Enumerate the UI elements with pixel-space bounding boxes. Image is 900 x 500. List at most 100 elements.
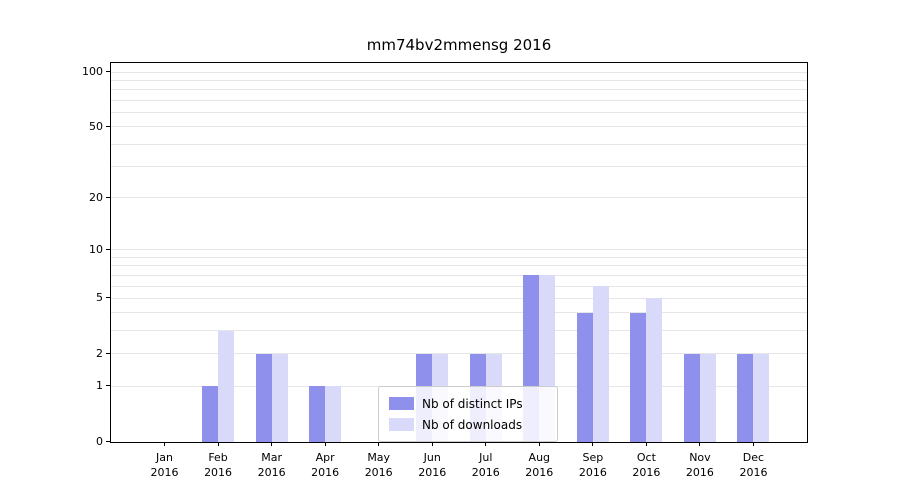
gridline [111,256,807,258]
y-tick-mark [106,125,110,127]
bar-distinct-ips [255,353,272,442]
y-tick-mark [106,71,110,72]
bar-distinct-ips [630,312,647,442]
y-tick-label: 0 [96,435,103,448]
bar-distinct-ips [309,386,326,442]
x-tick-month: Jan [156,451,174,464]
y-tick-label: 100 [82,65,103,78]
gridline [111,111,807,113]
y-tick-mark [106,196,110,198]
gridline [111,89,807,91]
gridline [111,126,807,128]
y-tick-mark [106,297,110,299]
gridline [111,297,807,299]
x-tick-mark [217,442,219,446]
x-tick-month: Sep [582,451,604,464]
y-tick-mark [106,352,110,354]
x-tick-year: 2016 [471,466,500,479]
y-tick-mark [106,248,110,250]
gridline [111,166,807,168]
gridline [111,99,807,101]
x-tick-mark [752,442,754,446]
y-tick-mark [106,385,110,387]
x-tick-label: Jan 2016 [135,450,195,480]
x-tick-label: Oct 2016 [616,450,676,480]
gridline [111,285,807,287]
x-tick-year: 2016 [257,466,286,479]
bar-downloads [218,330,235,442]
x-tick-year: 2016 [578,466,607,479]
gridline [111,71,807,73]
x-tick-year: 2016 [739,466,768,479]
legend-swatch-distinct-ips [389,397,414,410]
legend-item-distinct-ips: Nb of distinct IPs [389,393,547,414]
x-tick-month: Apr [315,451,335,464]
x-tick-mark [431,442,433,446]
x-tick-label: Feb 2016 [188,450,248,480]
x-tick-mark [538,442,540,446]
legend-label-downloads: Nb of downloads [422,417,523,432]
x-tick-year: 2016 [311,466,340,479]
chart-title: mm74bv2mmensg 2016 [366,36,552,54]
bar-downloads [753,353,770,442]
x-tick-label: Jun 2016 [402,450,462,480]
gridline [111,312,807,314]
plot-area: 0 1 2 5 10 20 50 100 Jan 2016 Feb 2016 Mar 2016 Apr 201… [82,62,808,479]
y-tick-label: 50 [89,119,103,133]
gridline [111,249,807,251]
bar-downloads [325,386,342,442]
gridline [111,353,807,355]
x-tick-year: 2016 [685,466,714,479]
x-tick-year: 2016 [632,466,661,479]
x-tick-mark [324,442,326,446]
x-tick-month: Jul [479,451,493,464]
x-tick-year: 2016 [525,466,554,479]
x-tick-year: 2016 [418,466,447,479]
x-tick-month: Aug [528,451,551,464]
y-tick-label: 5 [96,291,103,305]
legend-label-distinct-ips: Nb of distinct IPs [422,396,523,411]
x-tick-mark [378,442,380,446]
x-tick-mark [164,442,166,446]
bar-downloads [271,353,288,442]
x-tick-label: Sep 2016 [563,450,623,480]
x-tick-mark [271,442,273,446]
x-tick-month: May [367,451,391,464]
x-tick-month: Oct [636,451,656,464]
x-tick-mark [592,442,594,446]
bar-distinct-ips [737,353,754,442]
x-tick-label: Apr 2016 [295,450,355,480]
gridline [111,330,807,332]
bar-distinct-ips [202,386,219,442]
y-tick-label: 20 [89,190,103,204]
y-tick-mark [106,441,110,442]
x-tick-label: Jul 2016 [456,450,516,480]
x-tick-year: 2016 [364,466,393,479]
x-tick-mark [699,442,701,446]
x-tick-label: Nov 2016 [670,450,730,480]
x-tick-label: Mar 2016 [242,450,302,480]
x-tick-month: Jun [423,451,441,464]
gridline [111,265,807,267]
x-tick-year: 2016 [150,466,179,479]
gridline [111,197,807,199]
bar-downloads [646,298,663,442]
bar-distinct-ips [683,353,700,442]
bar-distinct-ips [576,312,593,442]
x-tick-mark [645,442,647,446]
gridline [111,79,807,81]
legend: Nb of distinct IPs Nb of downloads [378,386,558,442]
y-tick-label: 2 [96,346,103,360]
bar-downloads [592,286,609,442]
legend-item-downloads: Nb of downloads [389,414,547,435]
x-tick-mark [485,442,487,446]
x-tick-year: 2016 [204,466,233,479]
y-tick-label: 10 [89,242,103,256]
gridline [111,143,807,145]
bar-downloads [699,353,716,442]
x-tick-month: Mar [261,451,282,464]
x-tick-label: May 2016 [349,450,409,480]
x-tick-label: Dec 2016 [723,450,783,480]
x-tick-month: Feb [208,451,228,464]
